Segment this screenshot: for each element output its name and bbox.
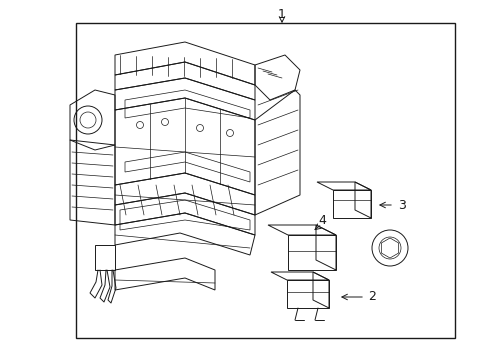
Text: 4: 4	[317, 213, 325, 226]
Bar	[76, 23, 454, 338]
Text: 3: 3	[397, 198, 405, 212]
Text: 1: 1	[278, 8, 285, 21]
Text: 2: 2	[367, 291, 375, 303]
